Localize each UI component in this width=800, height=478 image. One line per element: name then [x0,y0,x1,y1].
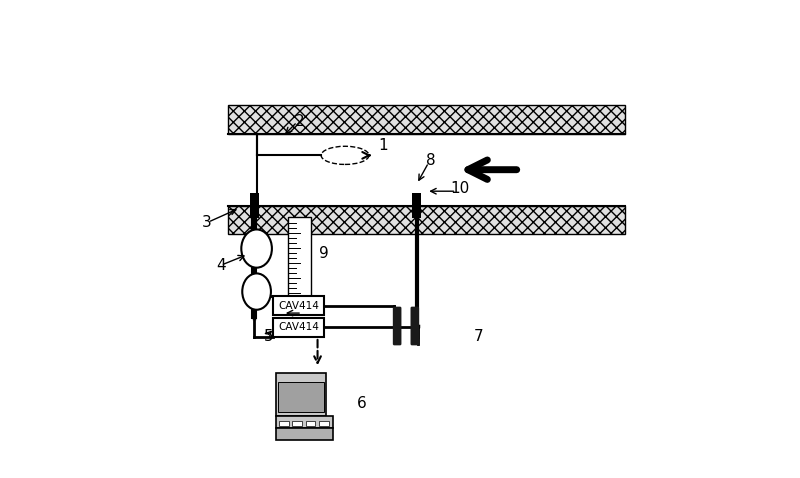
FancyBboxPatch shape [276,373,326,416]
Bar [274,296,323,315]
Bar [228,206,625,234]
Text: 2: 2 [295,114,305,130]
Bar [319,421,329,426]
FancyBboxPatch shape [393,307,402,345]
FancyBboxPatch shape [410,307,419,345]
Bar [288,217,310,308]
Text: 10: 10 [450,181,470,196]
Bar [274,318,323,337]
Bar [279,421,289,426]
Ellipse shape [242,229,272,268]
Ellipse shape [321,146,369,164]
Text: 9: 9 [318,246,328,261]
FancyBboxPatch shape [276,416,333,428]
Text: CAV414: CAV414 [278,323,319,332]
Bar [293,421,302,426]
Bar [250,193,258,218]
Text: 4: 4 [216,258,226,273]
Text: 1: 1 [378,138,388,153]
Text: 7: 7 [474,329,484,345]
Text: CAV414: CAV414 [278,301,319,311]
Text: 5: 5 [264,329,274,345]
Bar [228,134,625,206]
Text: 6: 6 [357,396,366,412]
Bar [413,193,421,218]
Ellipse shape [242,273,271,310]
FancyBboxPatch shape [276,428,333,440]
Bar [278,381,323,412]
Bar [228,105,625,134]
Text: 3: 3 [202,215,211,230]
Text: 8: 8 [426,152,436,168]
Bar [306,421,315,426]
